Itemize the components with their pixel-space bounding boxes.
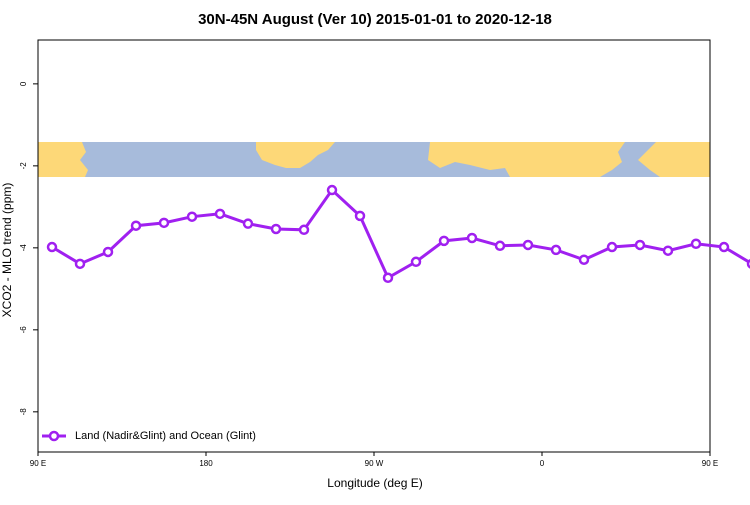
marker [270, 223, 282, 235]
chart-title: 30N-45N August (Ver 10) 2015-01-01 to 20… [198, 11, 552, 28]
y-tick-label: -8 [19, 408, 28, 416]
marker [354, 210, 366, 222]
line [51, 187, 750, 280]
x-tick-label: 90 E [702, 459, 718, 468]
map-strip [38, 142, 710, 177]
marker [634, 239, 646, 251]
legend-label: Land (Nadir&Glint) and Ocean (Glint) [75, 430, 256, 442]
marker [242, 218, 254, 229]
marker [466, 232, 478, 244]
marker [298, 224, 310, 236]
marker [46, 241, 58, 253]
marker [578, 254, 590, 265]
marker [158, 217, 170, 229]
marker [494, 240, 506, 252]
x-tick-label: 90 W [365, 459, 384, 468]
y-axis-label: XCO2 - MLO trend (ppm) [0, 183, 14, 318]
marker [718, 241, 730, 253]
y-tick-label: 0 [19, 81, 28, 86]
marker [102, 246, 114, 258]
marker [326, 184, 338, 196]
marker [522, 239, 534, 251]
marker [130, 220, 142, 231]
y-tick-label: -4 [19, 244, 28, 252]
marker [382, 272, 394, 284]
y-tick-label: -6 [19, 326, 28, 334]
y-tick-label: -2 [19, 162, 28, 170]
marker [410, 256, 422, 268]
x-tick-label: 180 [199, 459, 213, 468]
legend-marker [48, 430, 60, 442]
marker [606, 241, 618, 253]
marker [662, 245, 674, 256]
x-axis-label: Longitude (deg E) [327, 476, 422, 490]
marker [550, 244, 562, 256]
x-tick-label: 90 E [30, 459, 46, 468]
marker [690, 238, 702, 249]
marker [438, 235, 450, 247]
marker [186, 211, 198, 222]
x-tick-label: 0 [540, 459, 545, 468]
marker [214, 208, 226, 220]
marker [74, 258, 86, 270]
